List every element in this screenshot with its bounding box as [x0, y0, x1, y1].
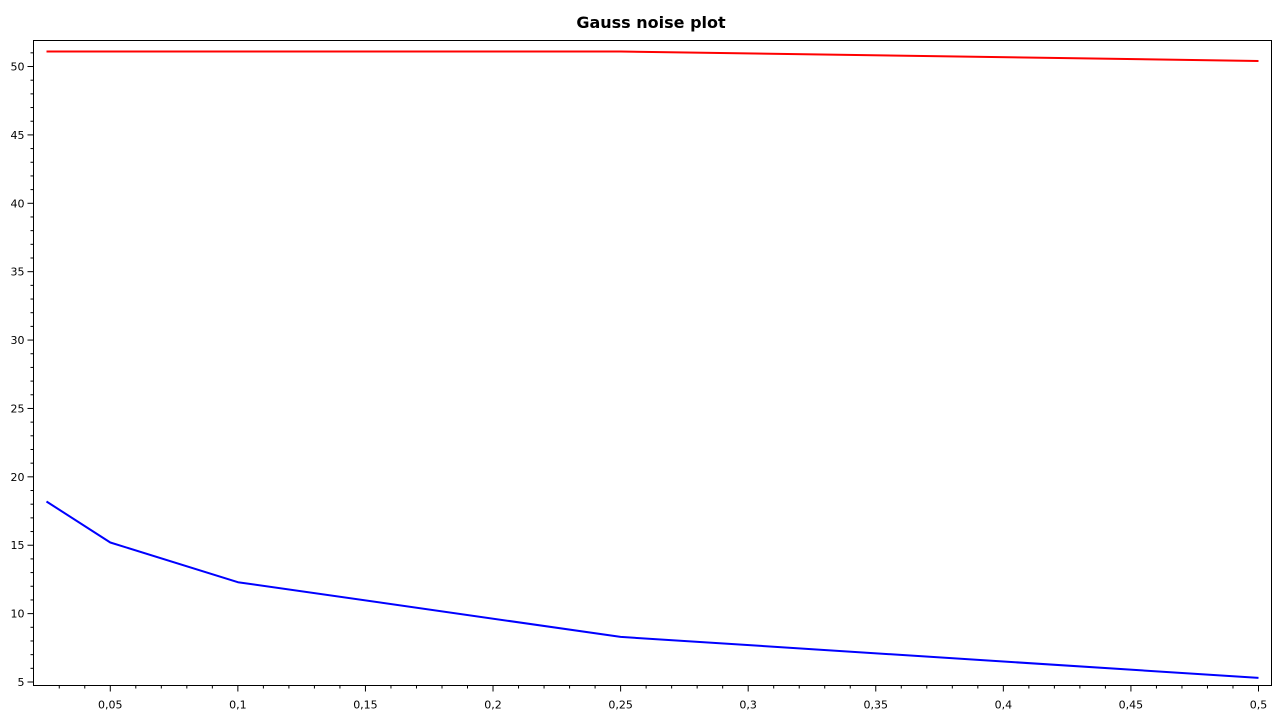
y-tick-label: 10: [11, 608, 25, 621]
x-tick-label: 0,45: [1119, 699, 1144, 712]
x-axis: 0,05 0,1 0,15 0,2 0,25 0,3 0,35 0,4 0,45 0,5: [58, 685, 1268, 712]
y-tick-label: 20: [11, 471, 25, 484]
x-tick-label: 0,35: [864, 699, 889, 712]
y-axis: 5 10 15 20 25 30 35 40 45 50: [11, 52, 34, 689]
x-tick-label: 0,1: [229, 699, 247, 712]
y-tick-label: 5: [18, 676, 25, 689]
x-tick-label: 0,05: [98, 699, 123, 712]
plot-area-frame: [33, 40, 1272, 686]
series-line-1: [46, 50, 1259, 62]
x-tick-label: 0,15: [353, 699, 378, 712]
y-tick-label: 35: [11, 266, 25, 279]
y-tick-label: 40: [11, 197, 25, 210]
y-tick-label: 15: [11, 539, 25, 552]
y-tick-label: 30: [11, 334, 25, 347]
x-tick-label: 0,25: [608, 699, 633, 712]
x-tick-label: 0,5: [1250, 699, 1268, 712]
x-tick-label: 0,2: [484, 699, 502, 712]
x-tick-label: 0,3: [739, 699, 757, 712]
y-tick-label: 25: [11, 402, 25, 415]
y-tick-label: 50: [11, 61, 25, 74]
chart-title: Gauss noise plot: [576, 13, 726, 32]
series-layer: [45, 50, 1259, 679]
series-line-2: [45, 500, 1259, 679]
x-tick-label: 0,4: [995, 699, 1013, 712]
y-tick-label: 45: [11, 129, 25, 142]
